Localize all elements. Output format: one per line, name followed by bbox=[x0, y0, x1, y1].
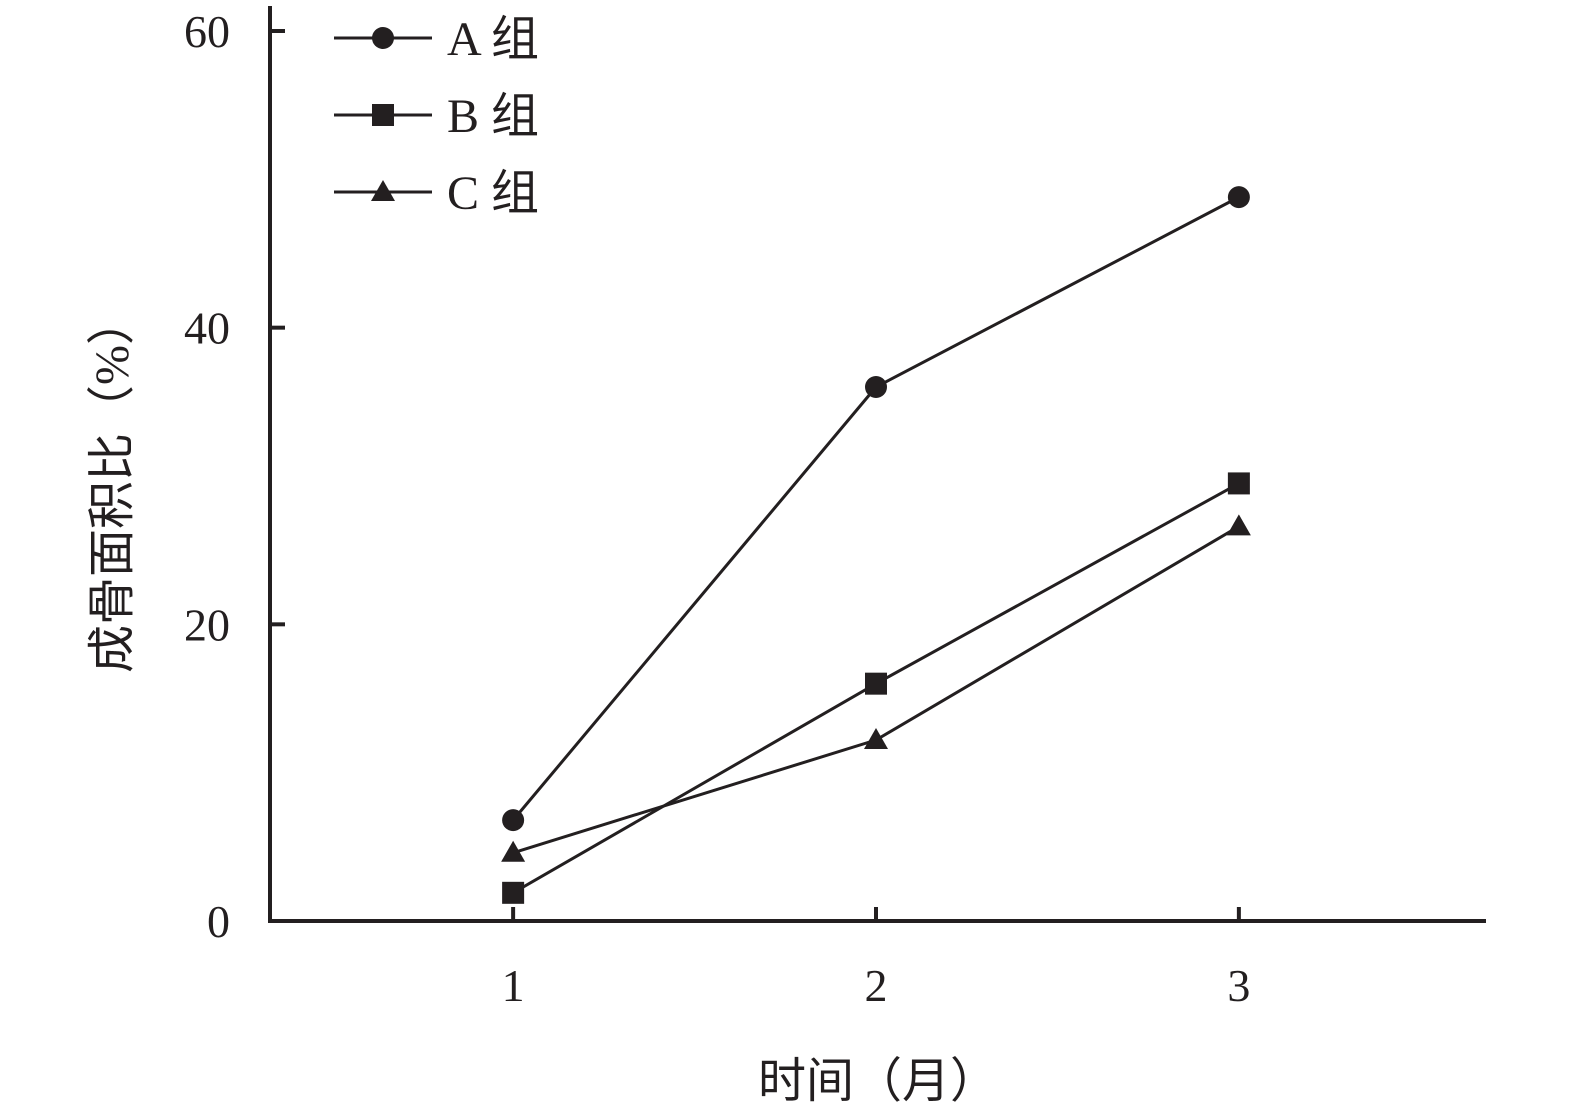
y-tick-label: 40 bbox=[184, 303, 230, 354]
series-lines bbox=[511, 195, 1240, 895]
series-2-point bbox=[865, 672, 887, 695]
legend-marker bbox=[371, 180, 395, 201]
series-2-point bbox=[1227, 472, 1250, 495]
axes bbox=[268, 6, 1486, 923]
legend-marker bbox=[372, 27, 394, 49]
y-tick-label: 60 bbox=[184, 6, 230, 57]
series-1-point bbox=[865, 376, 887, 398]
legend-label: C 组 bbox=[447, 167, 539, 220]
legend-label: B 组 bbox=[447, 90, 539, 143]
legend: A 组 B 组 C 组 bbox=[334, 13, 539, 220]
y-ticks: 0 20 40 60 bbox=[184, 6, 285, 947]
y-axis-title: 成骨面积比（%） bbox=[86, 297, 139, 673]
series-3-point bbox=[864, 728, 888, 750]
series-3-point bbox=[501, 840, 526, 862]
series-markers bbox=[501, 186, 1251, 904]
y-tick-label: 0 bbox=[207, 896, 230, 947]
series-1-point bbox=[1227, 186, 1250, 209]
legend-label: A 组 bbox=[447, 13, 539, 66]
y-tick-label: 20 bbox=[184, 599, 230, 650]
x-tick-label: 1 bbox=[502, 960, 525, 1011]
x-axis-title: 时间（月） bbox=[758, 1055, 998, 1108]
series-line-1 bbox=[511, 195, 1240, 822]
legend-marker bbox=[372, 104, 394, 126]
x-tick-label: 3 bbox=[1227, 960, 1250, 1011]
series-3-point bbox=[1226, 514, 1251, 536]
x-tick-label: 2 bbox=[865, 960, 888, 1011]
series-1-point bbox=[502, 809, 525, 832]
x-ticks: 1 2 3 bbox=[502, 907, 1250, 1011]
series-2-point bbox=[502, 881, 525, 904]
